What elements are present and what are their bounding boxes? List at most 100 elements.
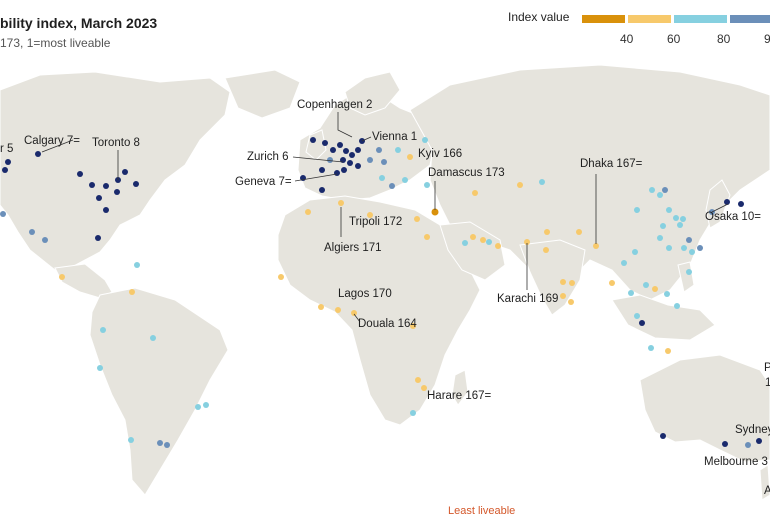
city-dot — [673, 215, 679, 221]
label-harare: Harare 167= — [427, 390, 492, 402]
legend-tick-90: 9 — [764, 32, 770, 46]
city-dot — [305, 209, 311, 215]
label-tripoli: Tripoli 172 — [349, 216, 402, 228]
city-dot — [660, 433, 666, 439]
label-osaka: Osaka 10= — [705, 211, 761, 223]
city-dot — [569, 280, 575, 286]
city-dot — [665, 348, 671, 354]
leader-copenhagen — [337, 112, 353, 138]
japan-landmass — [705, 179, 731, 229]
city-dot — [517, 182, 523, 188]
australia-landmass — [639, 354, 770, 463]
leader-geneva — [294, 173, 338, 182]
label-karachi: Karachi 169 — [497, 293, 558, 305]
city-dot — [472, 190, 478, 196]
label-damascus: Damascus 173 — [428, 167, 505, 179]
city-dot — [486, 239, 492, 245]
city-dot — [657, 192, 663, 198]
legend-tick-80: 80 — [717, 32, 731, 46]
city-dot — [337, 142, 343, 148]
city-dot — [347, 160, 353, 166]
label-perth-rank: 1 — [765, 377, 770, 389]
city-dot — [660, 223, 666, 229]
city-dot — [381, 159, 387, 165]
label-zurich: Zurich 6 — [247, 151, 289, 163]
label-toronto: Toronto 8 — [92, 137, 140, 149]
city-dot — [335, 307, 341, 313]
legend-swatch-midblue — [730, 15, 770, 23]
footer-least-liveable: Least liveable — [448, 505, 516, 517]
scandinavia-landmass — [344, 71, 401, 116]
city-dot — [376, 147, 382, 153]
legend-swatch-lightblue — [674, 15, 727, 23]
city-dot — [278, 274, 284, 280]
city-dot — [164, 442, 170, 448]
city-dot — [319, 167, 325, 173]
city-dot — [133, 181, 139, 187]
greenland-landmass — [224, 69, 301, 119]
city-dot — [414, 216, 420, 222]
city-dot — [77, 171, 83, 177]
city-dot — [318, 304, 324, 310]
city-dot — [310, 137, 316, 143]
city-dot — [632, 249, 638, 255]
city-dot — [697, 245, 703, 251]
city-dot — [495, 243, 501, 249]
city-dot — [593, 243, 599, 249]
leader-douala — [353, 313, 361, 323]
south-america-landmass — [89, 287, 229, 496]
city-dot — [639, 320, 645, 326]
label-melbourne: Melbourne 3 — [704, 456, 768, 468]
city-dot — [150, 335, 156, 341]
city-dot — [367, 157, 373, 163]
city-dot — [621, 260, 627, 266]
city-dot — [5, 159, 11, 165]
city-dot — [674, 303, 680, 309]
city-dot — [59, 274, 65, 280]
city-dot — [122, 169, 128, 175]
legend-tick-40: 40 — [620, 32, 634, 46]
city-dot — [686, 269, 692, 275]
city-dot — [689, 249, 695, 255]
city-dot — [686, 237, 692, 243]
city-dot — [657, 235, 663, 241]
city-dot — [609, 280, 615, 286]
leader-calgary — [41, 139, 74, 153]
city-dot — [327, 157, 333, 163]
label-vienna: Vienna 1 — [372, 131, 417, 143]
city-dot — [462, 240, 468, 246]
city-dot — [95, 235, 101, 241]
city-dot — [100, 327, 106, 333]
city-dot — [544, 229, 550, 235]
city-dot — [114, 189, 120, 195]
city-dot — [395, 147, 401, 153]
legend-swatch-orange — [582, 15, 625, 23]
city-dot — [343, 148, 349, 154]
city-dot — [424, 182, 430, 188]
city-dot — [722, 441, 728, 447]
city-dot — [738, 201, 744, 207]
city-dot — [96, 195, 102, 201]
city-dot — [389, 183, 395, 189]
city-dot — [97, 365, 103, 371]
city-dot — [662, 187, 668, 193]
city-dot — [648, 345, 654, 351]
city-dot — [42, 237, 48, 243]
city-dot — [560, 293, 566, 299]
arabia-landmass — [439, 221, 506, 281]
city-dot — [103, 207, 109, 213]
city-dot — [634, 207, 640, 213]
city-dot — [424, 234, 430, 240]
city-dot — [649, 187, 655, 193]
city-dot — [103, 183, 109, 189]
city-dot — [634, 313, 640, 319]
madagascar-landmass — [451, 369, 469, 406]
city-dot — [568, 299, 574, 305]
city-dot — [470, 234, 476, 240]
city-dot — [664, 291, 670, 297]
city-dot — [560, 279, 566, 285]
city-dot — [355, 147, 361, 153]
city-dot — [349, 152, 355, 158]
city-dot — [134, 262, 140, 268]
